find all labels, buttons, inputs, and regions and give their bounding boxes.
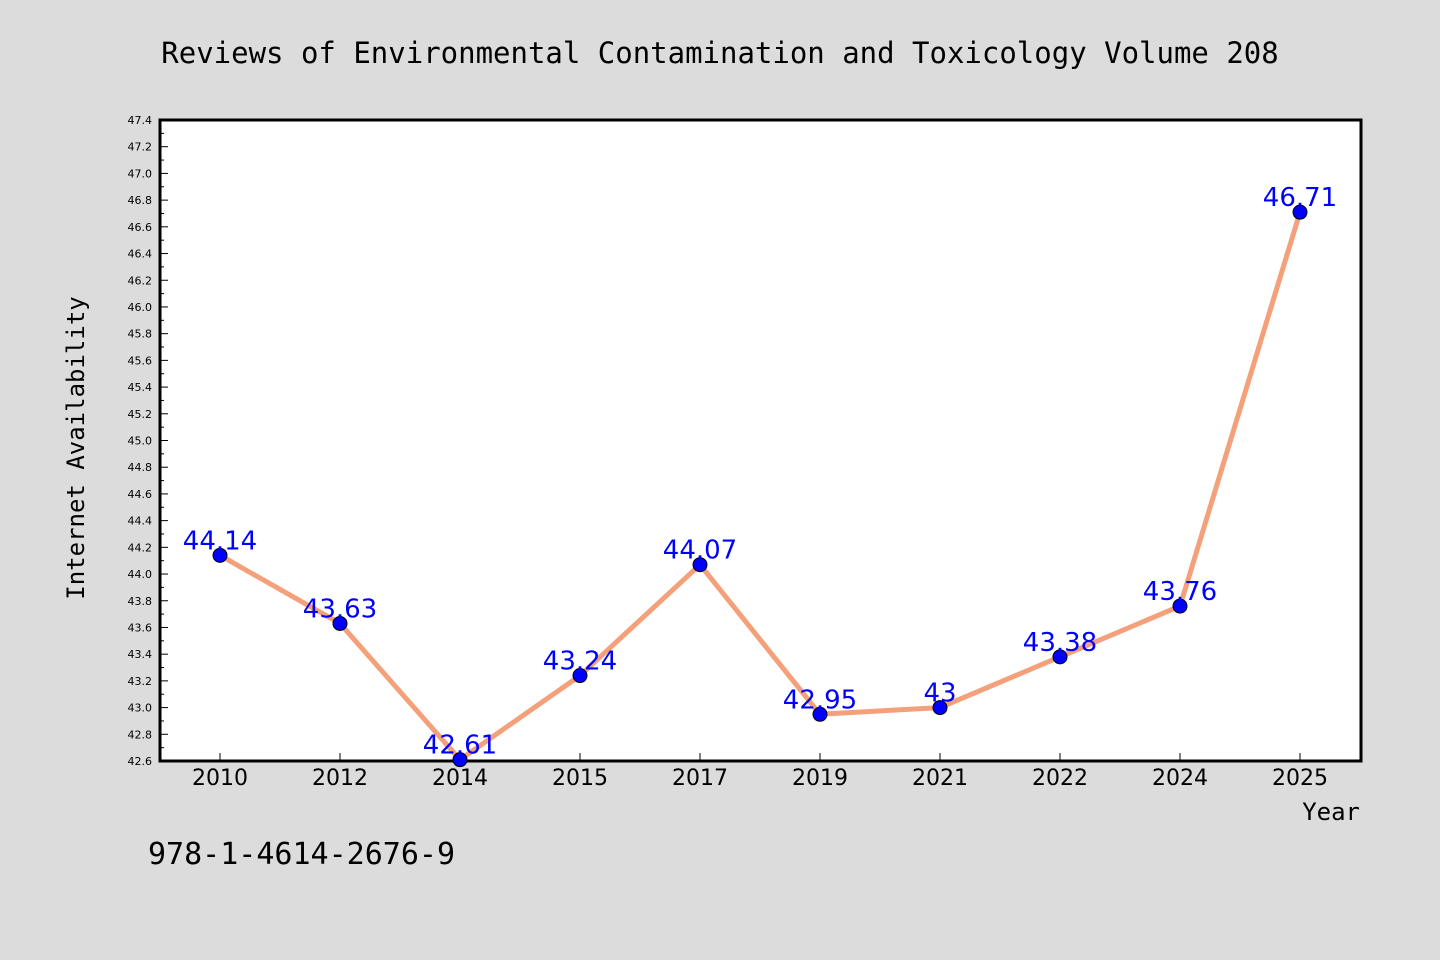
y-tick-label: 42.8 [128, 728, 153, 741]
data-label: 44.14 [183, 526, 257, 556]
data-label: 43.76 [1143, 577, 1217, 607]
y-tick-label: 45.4 [128, 381, 153, 394]
y-tick-label: 46.2 [128, 274, 153, 287]
y-tick-label: 46.4 [128, 248, 153, 261]
x-tick-label: 2017 [672, 766, 728, 791]
y-tick-label: 44.0 [128, 568, 153, 581]
x-tick-label: 2019 [792, 766, 848, 791]
plot-area [158, 118, 1363, 763]
series-line [217, 209, 1303, 763]
y-tick-label: 44.4 [128, 515, 153, 528]
data-label: 43 [923, 679, 956, 709]
x-tick-label: 2010 [192, 766, 248, 791]
y-tick-label: 46.0 [128, 301, 153, 314]
data-point [1172, 598, 1188, 614]
y-tick-label: 47.0 [128, 167, 153, 180]
y-tick-label: 44.2 [128, 541, 153, 554]
x-axis-ticks: 2010 2012 2014 2015 2017 2019 2021 2022 2024 2025 [192, 753, 1328, 791]
data-label: 46.71 [1263, 183, 1337, 213]
isbn-text: 978-1-4614-2676-9 [148, 837, 455, 872]
y-tick-label: 43.0 [128, 702, 153, 715]
y-tick-label: 42.6 [128, 755, 153, 768]
y-tick-label: 45.2 [128, 408, 153, 421]
data-label: 43.63 [303, 594, 377, 624]
x-tick-label: 2014 [432, 766, 488, 791]
data-point [452, 752, 468, 768]
y-tick-label: 43.6 [128, 621, 153, 634]
data-point [572, 668, 588, 684]
y-tick-label: 43.2 [128, 675, 153, 688]
y-tick-label: 43.4 [128, 648, 153, 661]
y-axis-label: Internet Availability [62, 296, 90, 599]
series-layer: 44.14 43.63 42.61 43.24 44.07 42.95 43 43.38 43.… [183, 183, 1337, 768]
data-label: 44.07 [663, 536, 737, 566]
data-point [692, 557, 708, 573]
x-tick-label: 2021 [912, 766, 968, 791]
data-label: 42.61 [423, 731, 497, 761]
y-tick-label: 45.0 [128, 435, 153, 448]
data-point [812, 706, 828, 722]
data-point [212, 547, 228, 563]
data-label: 43.24 [543, 647, 617, 677]
y-tick-label: 47.2 [128, 141, 153, 154]
x-tick-label: 2025 [1272, 766, 1328, 791]
y-axis-ticks: 42.6 42.8 43.0 43.2 43.4 43.6 43.8 44.0 44.2 44.4… [128, 114, 168, 768]
y-tick-label: 45.6 [128, 354, 153, 367]
x-tick-label: 2015 [552, 766, 608, 791]
x-tick-label: 2022 [1032, 766, 1088, 791]
y-tick-label: 45.8 [128, 328, 153, 341]
data-point [1292, 204, 1308, 220]
data-label: 43.38 [1023, 628, 1097, 658]
data-point [932, 700, 948, 716]
data-point [1052, 649, 1068, 665]
y-tick-label: 47.4 [128, 114, 153, 127]
data-label: 42.95 [783, 685, 857, 715]
x-axis-label: Year [1302, 798, 1360, 826]
y-tick-label: 44.6 [128, 488, 153, 501]
y-tick-label: 44.8 [128, 461, 153, 474]
y-tick-label: 46.8 [128, 194, 153, 207]
chart-title: Reviews of Environmental Contamination a… [161, 36, 1278, 70]
x-tick-label: 2012 [312, 766, 368, 791]
y-tick-label: 46.6 [128, 221, 153, 234]
data-point [332, 615, 348, 631]
x-tick-label: 2024 [1152, 766, 1208, 791]
y-tick-label: 43.8 [128, 595, 153, 608]
